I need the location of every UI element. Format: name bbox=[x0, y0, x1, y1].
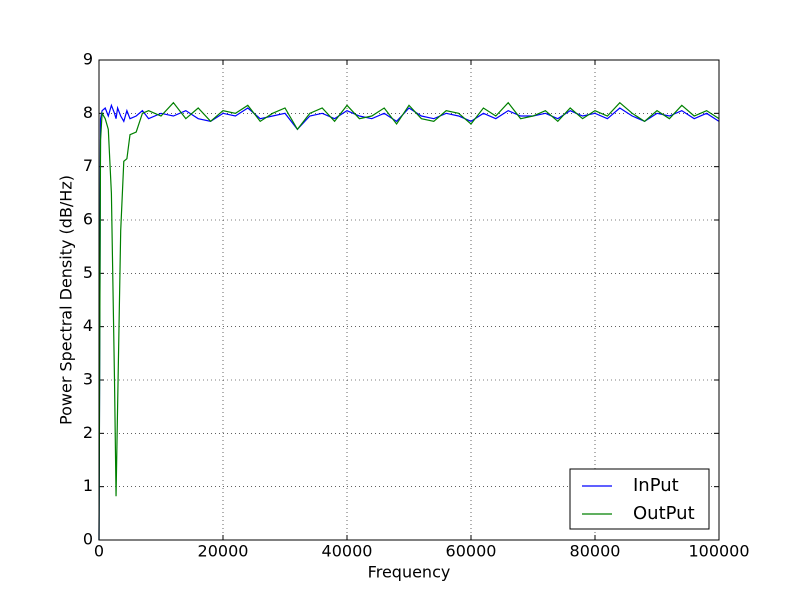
legend-label: OutPut bbox=[633, 503, 695, 524]
y-tick-label: 8 bbox=[83, 103, 93, 122]
y-tick-label: 1 bbox=[83, 476, 93, 495]
x-tick-label: 40000 bbox=[322, 542, 373, 561]
y-tick-label: 3 bbox=[83, 370, 93, 389]
plot-frame bbox=[98, 59, 720, 541]
x-tick-label: 80000 bbox=[570, 542, 621, 561]
x-tick-label: 100000 bbox=[688, 542, 749, 561]
x-tick-label: 60000 bbox=[446, 542, 497, 561]
series-line bbox=[98, 103, 720, 541]
series-line bbox=[98, 101, 720, 541]
legend-box bbox=[569, 468, 710, 530]
x-tick-label: 0 bbox=[94, 542, 104, 561]
y-tick-label: 5 bbox=[83, 263, 93, 282]
x-tick-label: 20000 bbox=[198, 542, 249, 561]
y-tick-label: 7 bbox=[83, 156, 93, 175]
y-tick-label: 4 bbox=[83, 316, 93, 335]
legend-label: InPut bbox=[633, 475, 679, 496]
y-axis-label: Power Spectral Density (dB/Hz) bbox=[57, 175, 76, 425]
y-tick-label: 2 bbox=[83, 423, 93, 442]
x-axis-label: Frequency bbox=[368, 563, 451, 582]
legend: InPut OutPut bbox=[569, 468, 710, 530]
y-tick-label: 9 bbox=[83, 50, 93, 69]
y-tick-label: 6 bbox=[83, 210, 93, 229]
y-tick-label: 0 bbox=[83, 530, 93, 549]
